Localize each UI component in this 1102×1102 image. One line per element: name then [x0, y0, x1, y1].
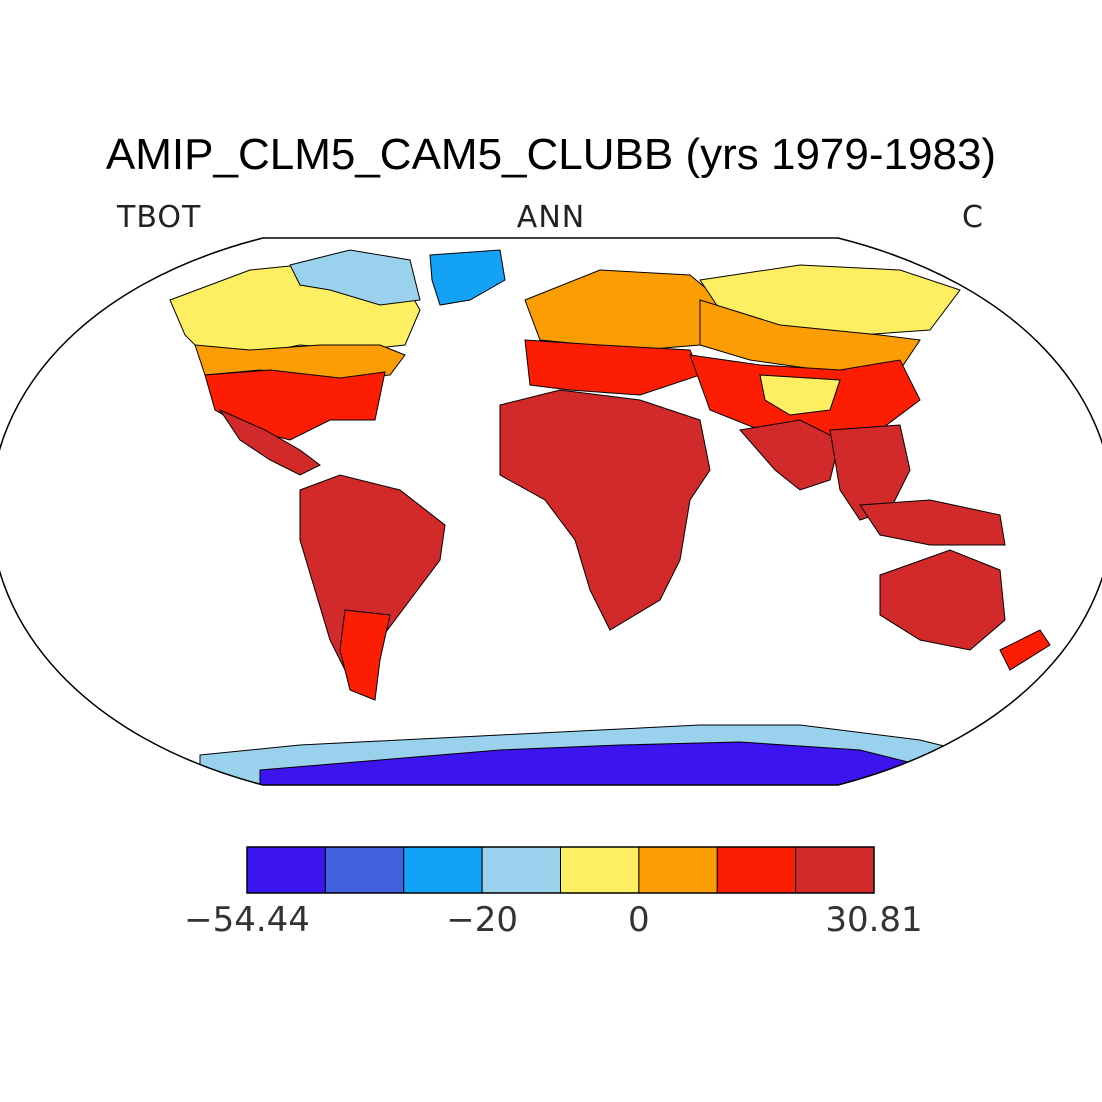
region-indonesia: [859, 499, 1006, 546]
colorbar-frame: [246, 846, 875, 894]
colorbar-swatch: [795, 846, 875, 894]
variable-label: TBOT: [117, 200, 202, 235]
region-antarctica: [259, 741, 921, 785]
colorbar-tick-label: 0: [628, 900, 650, 940]
region-new-zealand: [999, 629, 1051, 671]
colorbar-tick-label: −20: [446, 900, 518, 940]
region-india: [739, 419, 841, 491]
colorbar-swatch: [481, 846, 562, 894]
colorbar-swatch: [638, 846, 718, 894]
map-title: AMIP_CLM5_CAM5_CLUBB (yrs 1979-1983): [105, 130, 997, 179]
colorbar-swatch: [246, 846, 326, 894]
region-central-america: [218, 408, 321, 476]
colorbar-tick-label: 30.81: [825, 900, 923, 940]
season-label: ANN: [516, 200, 586, 235]
region-australia: [879, 549, 1006, 651]
colorbar-swatch: [716, 846, 797, 894]
colorbar-swatch: [324, 846, 405, 894]
region-patagonia: [339, 609, 391, 701]
units-label: C: [962, 200, 984, 235]
region-tibet: [759, 374, 841, 416]
region-greenland: [429, 249, 506, 306]
region-arctic-canada: [289, 249, 421, 306]
colorbar-tick-label: −54.44: [184, 900, 310, 940]
region-africa: [499, 389, 711, 631]
colorbar-swatch: [403, 846, 483, 894]
region-mediterranean: [524, 339, 701, 396]
globe-outline: [0, 237, 1102, 786]
colorbar-swatch: [560, 846, 640, 894]
